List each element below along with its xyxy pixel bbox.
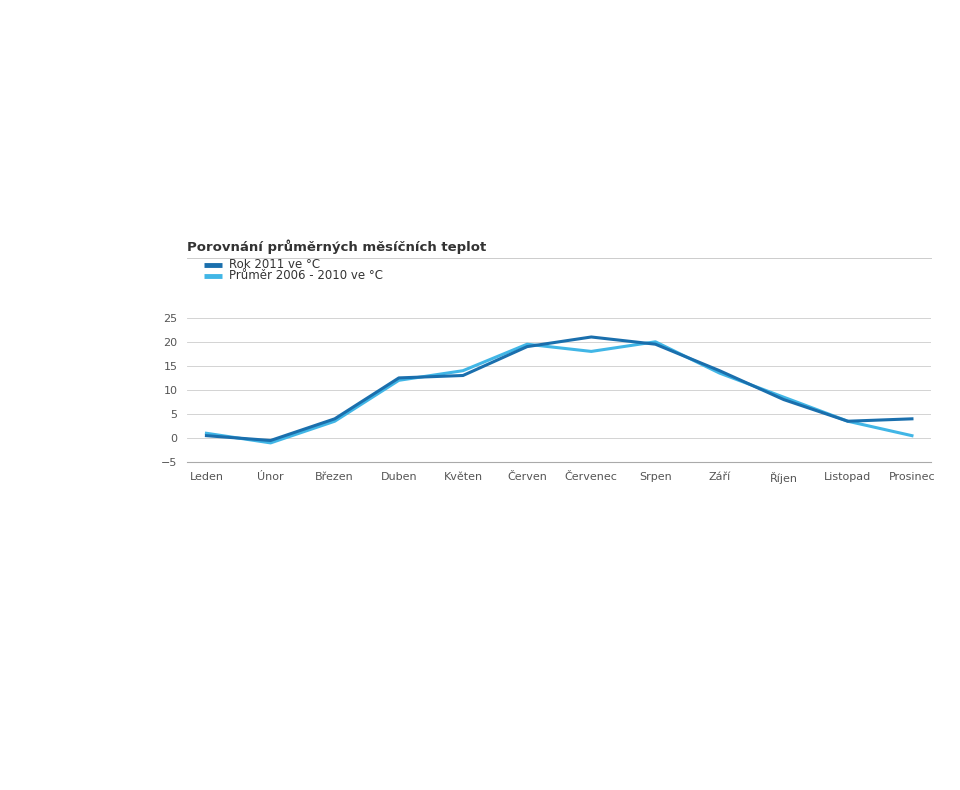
Text: Rok 2011 ve °C: Rok 2011 ve °C [229,258,321,271]
Text: Porovnání průměrných měsíčních teplot: Porovnání průměrných měsíčních teplot [187,240,487,254]
Text: Průměr 2006 - 2010 ve °C: Průměr 2006 - 2010 ve °C [229,269,383,282]
